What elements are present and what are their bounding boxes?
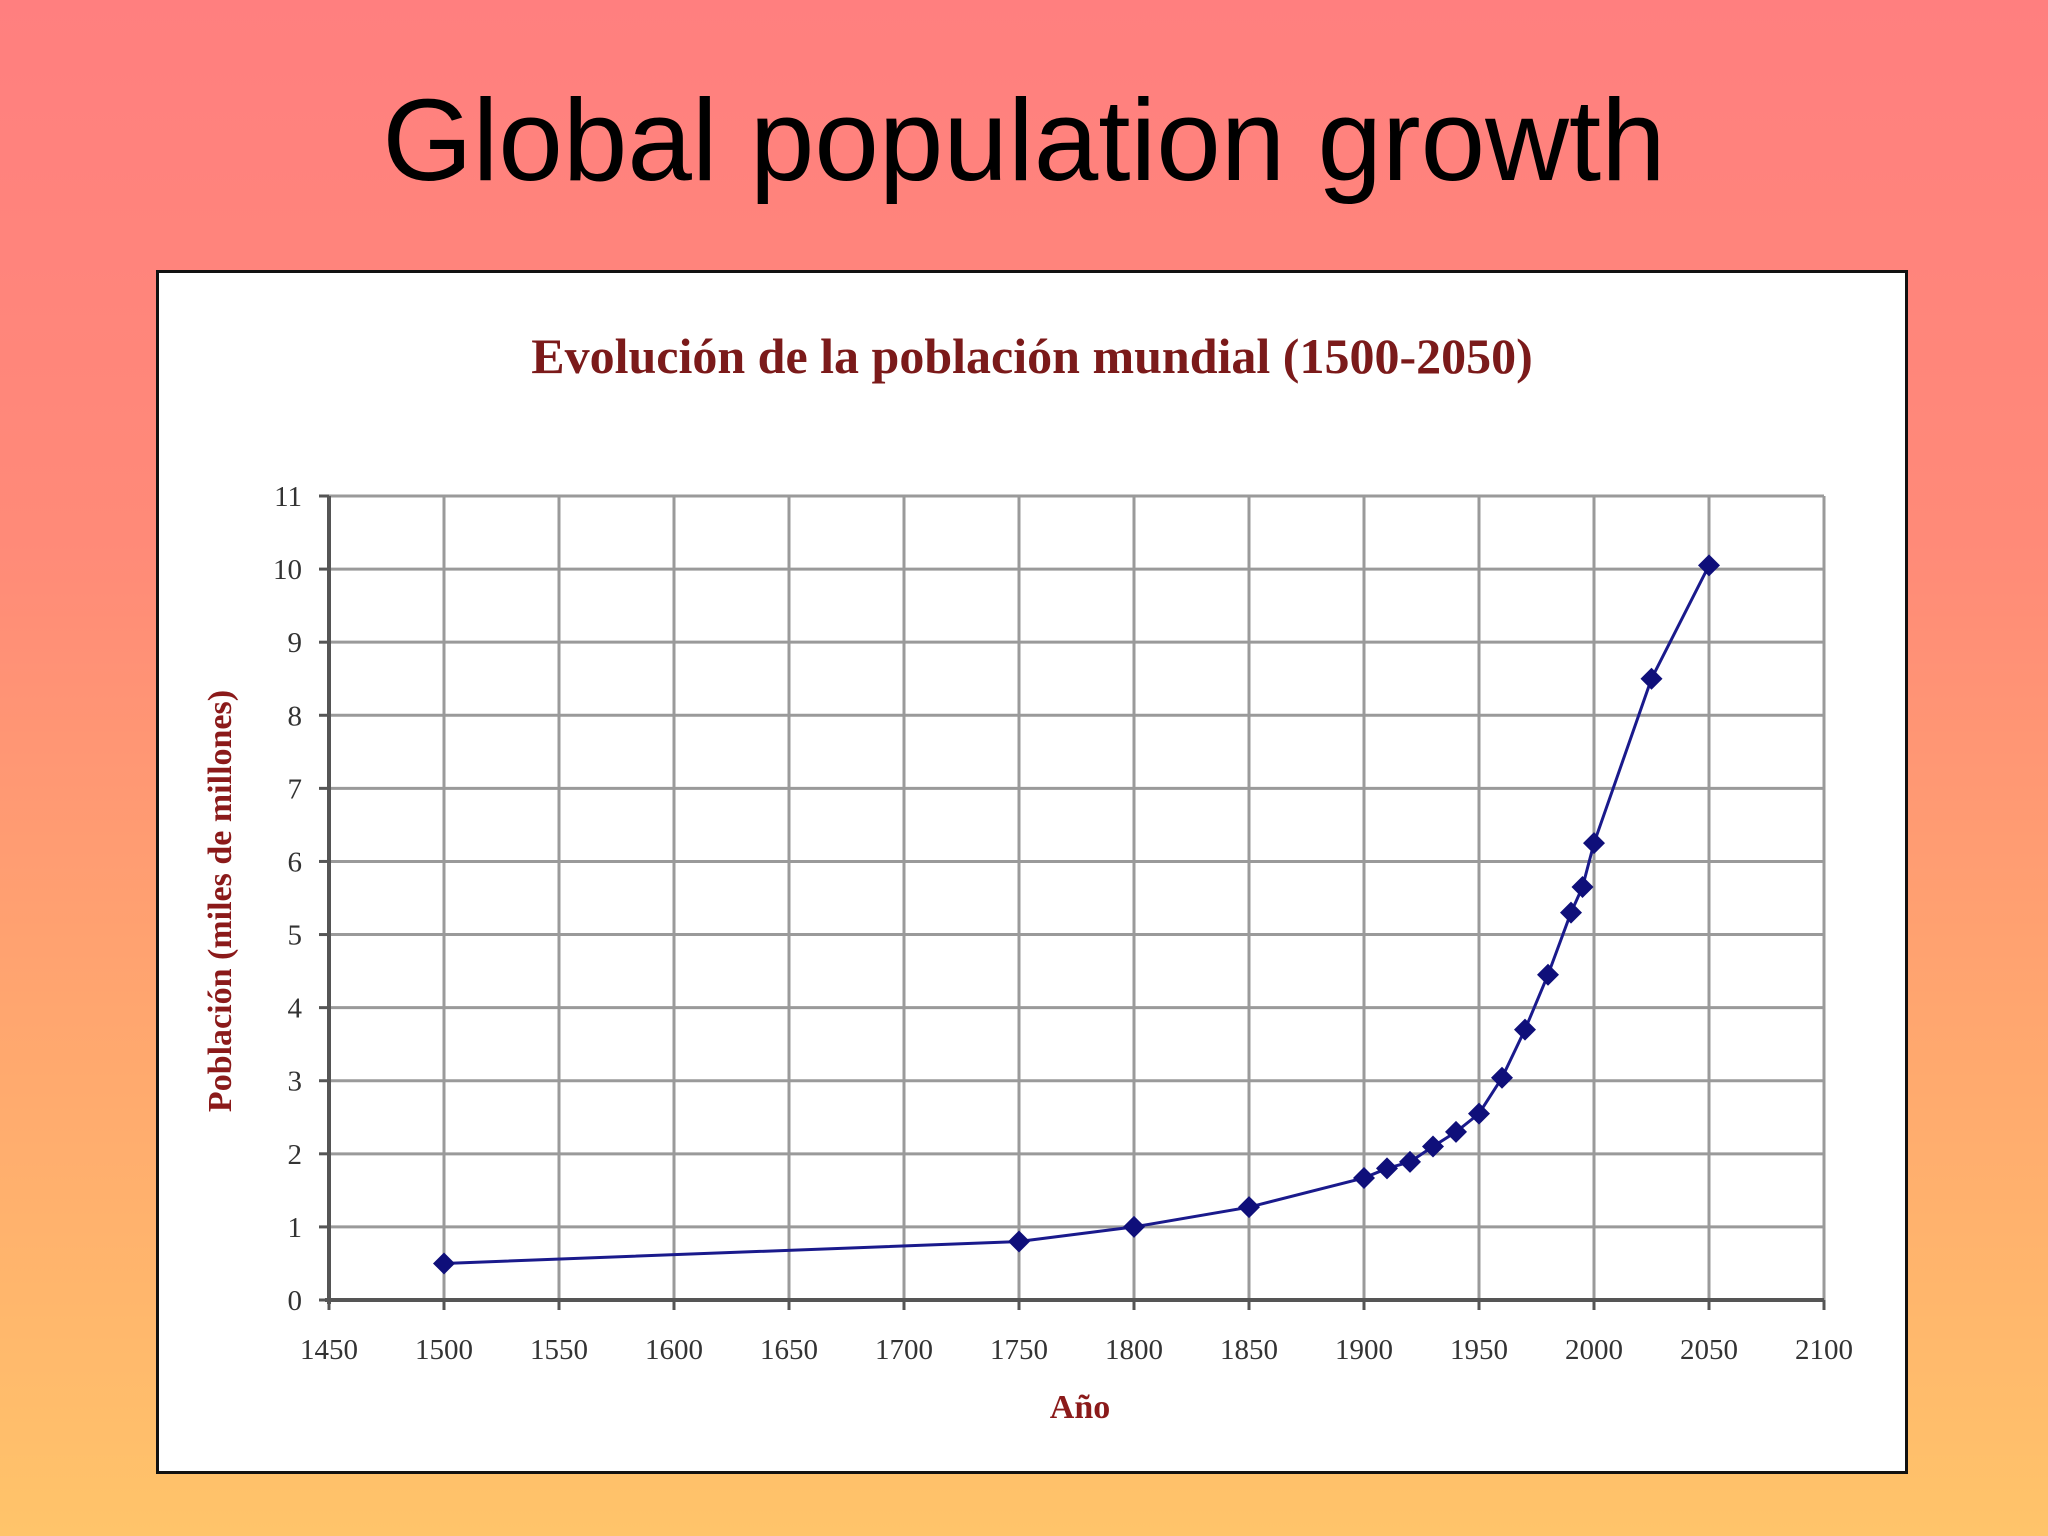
x-tick-label: 1900 bbox=[1335, 1334, 1393, 1366]
data-point-marker bbox=[1238, 1196, 1260, 1219]
data-point-marker bbox=[1008, 1230, 1030, 1253]
x-tick-label: 1850 bbox=[1220, 1334, 1278, 1366]
chart-axes bbox=[319, 494, 1826, 1310]
y-tick-label: 8 bbox=[288, 700, 303, 732]
x-tick-label: 1600 bbox=[645, 1334, 703, 1366]
x-tick-label: 2050 bbox=[1680, 1334, 1738, 1366]
data-point-marker bbox=[1514, 1018, 1536, 1041]
y-tick-label: 4 bbox=[288, 993, 303, 1025]
y-tick-label: 7 bbox=[288, 773, 303, 805]
data-point-marker bbox=[1640, 667, 1663, 690]
x-tick-label: 2000 bbox=[1565, 1334, 1623, 1366]
data-point-marker bbox=[1537, 963, 1559, 986]
chart-series bbox=[433, 554, 1720, 1275]
x-tick-label: 1550 bbox=[530, 1334, 588, 1366]
chart-grid bbox=[327, 494, 1826, 1302]
chart-frame: Evolución de la población mundial (1500-… bbox=[156, 270, 1908, 1474]
y-tick-label: 6 bbox=[288, 846, 303, 878]
data-point-marker bbox=[1399, 1150, 1421, 1173]
data-point-marker bbox=[1353, 1166, 1375, 1189]
data-point-marker bbox=[1583, 832, 1605, 855]
x-axis-title: Año bbox=[1050, 1389, 1110, 1426]
x-tick-label: 1450 bbox=[300, 1334, 358, 1366]
y-tick-label: 11 bbox=[274, 481, 302, 513]
data-point-marker bbox=[1376, 1157, 1398, 1180]
y-tick-label: 2 bbox=[288, 1139, 303, 1171]
x-tick-label: 1500 bbox=[415, 1334, 473, 1366]
x-tick-label: 1700 bbox=[875, 1334, 933, 1366]
data-point-marker bbox=[1468, 1102, 1490, 1125]
x-tick-label: 2100 bbox=[1795, 1334, 1853, 1366]
series-line bbox=[443, 564, 1711, 1265]
y-tick-label: 5 bbox=[288, 920, 303, 952]
data-point-marker bbox=[1698, 554, 1720, 577]
data-point-marker bbox=[1571, 876, 1594, 899]
x-tick-label: 1800 bbox=[1105, 1334, 1163, 1366]
data-point-marker bbox=[1445, 1120, 1467, 1143]
data-point-marker bbox=[1491, 1066, 1513, 1089]
x-tick-label: 1950 bbox=[1450, 1334, 1508, 1366]
y-tick-label: 1 bbox=[288, 1212, 303, 1244]
data-point-marker bbox=[433, 1252, 455, 1275]
chart-tick-labels: 1450 1500 1550 1600 1650 1700 1750 1800 1850 1900… bbox=[273, 481, 1853, 1366]
x-tick-label: 1650 bbox=[760, 1334, 818, 1366]
data-point-marker bbox=[1560, 901, 1582, 924]
chart-title: Evolución de la población mundial (1500-… bbox=[531, 328, 1533, 384]
population-chart: Evolución de la población mundial (1500-… bbox=[202, 328, 1853, 1426]
y-tick-label: 9 bbox=[288, 627, 303, 659]
y-axis-title: Población (miles de millones) bbox=[202, 690, 239, 1112]
y-tick-label: 10 bbox=[273, 554, 302, 586]
slide-title: Global population growth bbox=[382, 75, 1666, 205]
y-tick-label: 3 bbox=[288, 1066, 303, 1098]
data-point-marker bbox=[1422, 1135, 1444, 1158]
y-tick-label: 0 bbox=[288, 1285, 303, 1317]
data-point-marker bbox=[1123, 1215, 1145, 1238]
x-tick-label: 1750 bbox=[990, 1334, 1048, 1366]
